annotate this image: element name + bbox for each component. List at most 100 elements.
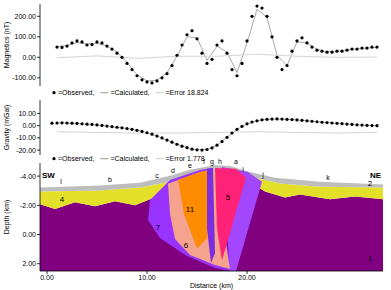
- y-tick: [37, 263, 40, 264]
- y-tick: [37, 205, 40, 206]
- data-point: [210, 146, 213, 149]
- data-point: [365, 46, 368, 49]
- data-point: [155, 134, 158, 137]
- y-tick-label: -10.00: [16, 134, 36, 141]
- station-letter: e: [188, 162, 192, 169]
- legend-label: =Calculated,: [110, 89, 149, 96]
- y-tick-label: 10.00: [18, 110, 36, 117]
- y-axis-label: Gravity (mGal): [3, 105, 11, 151]
- unit-label: 1: [368, 254, 373, 263]
- data-point: [280, 68, 283, 71]
- figure: -100.000.00100.00200.00Magnetics (nT)=Ob…: [0, 0, 391, 290]
- data-point: [225, 136, 228, 139]
- data-point: [260, 118, 263, 121]
- station-letter: h: [218, 158, 222, 165]
- data-point: [285, 118, 288, 121]
- data-point: [270, 35, 273, 38]
- data-point: [205, 148, 208, 151]
- data-point: [160, 136, 163, 139]
- data-point: [180, 145, 183, 148]
- data-point: [65, 44, 68, 47]
- legend-marker: [156, 158, 164, 159]
- data-point: [350, 48, 353, 51]
- legend-label: =Calculated,: [110, 155, 149, 162]
- data-point: [55, 45, 58, 48]
- station-letter: l: [60, 178, 62, 185]
- data-point: [280, 117, 283, 120]
- data-point: [245, 39, 248, 42]
- y-axis: [40, 100, 41, 155]
- y-tick-label: -100.00: [12, 74, 36, 81]
- data-point: [315, 120, 318, 123]
- y-axis-label: Magnetics (nT): [3, 22, 11, 69]
- data-point: [75, 39, 78, 42]
- data-point: [55, 121, 58, 124]
- y-tick-label: -2.00: [20, 202, 36, 209]
- y-tick: [37, 234, 40, 235]
- x-tick-label: 0.00: [40, 274, 54, 281]
- station-letter: g: [210, 158, 214, 166]
- data-point: [175, 143, 178, 146]
- data-point: [360, 46, 363, 49]
- legend-marker: [52, 91, 55, 94]
- data-point: [150, 81, 153, 84]
- data-point: [60, 46, 63, 49]
- data-point: [355, 123, 358, 126]
- data-point: [115, 126, 118, 129]
- data-point: [145, 80, 148, 83]
- data-point: [105, 44, 108, 47]
- body: [215, 168, 246, 260]
- data-point: [140, 130, 143, 133]
- x-axis-label: Distance (km): [190, 282, 233, 290]
- legend-label: =Observed,: [58, 89, 94, 96]
- data-point: [300, 36, 303, 39]
- y-tick: [37, 77, 40, 78]
- data-point: [185, 33, 188, 36]
- data-point: [200, 149, 203, 152]
- data-point: [355, 48, 358, 51]
- data-point: [305, 119, 308, 122]
- data-point: [225, 52, 228, 55]
- data-point: [125, 62, 128, 65]
- data-point: [95, 123, 98, 126]
- data-point: [220, 39, 223, 42]
- data-point: [305, 41, 308, 44]
- y-tick: [37, 176, 40, 177]
- data-point: [185, 146, 188, 149]
- data-point: [335, 50, 338, 53]
- data-point: [50, 122, 53, 125]
- data-point: [235, 74, 238, 77]
- data-point: [315, 49, 318, 52]
- data-point: [360, 123, 363, 126]
- station-letter: a: [234, 158, 238, 165]
- data-point: [295, 118, 298, 121]
- data-point: [310, 120, 313, 123]
- unit-label: 11: [186, 205, 195, 214]
- station-letter: k: [326, 174, 330, 181]
- legend-label: =Observed,: [58, 155, 94, 162]
- data-point: [210, 58, 213, 61]
- data-point: [255, 4, 258, 7]
- station-letter: f: [203, 158, 205, 165]
- data-point: [215, 43, 218, 46]
- data-point: [260, 7, 263, 10]
- data-point: [375, 45, 378, 48]
- data-point: [265, 118, 268, 121]
- data-point: [340, 122, 343, 125]
- data-point: [70, 41, 73, 44]
- data-point: [365, 124, 368, 127]
- data-point: [320, 121, 323, 124]
- body: [178, 170, 210, 249]
- data-point: [270, 117, 273, 120]
- data-point: [255, 119, 258, 122]
- data-point: [125, 127, 128, 130]
- y-tick: [37, 137, 40, 138]
- data-point: [325, 121, 328, 124]
- data-point: [290, 118, 293, 121]
- series-line: [57, 54, 377, 58]
- data-point: [150, 133, 153, 136]
- data-point: [295, 39, 298, 42]
- data-point: [190, 29, 193, 32]
- y-tick-label: 200.00: [15, 13, 37, 20]
- y-tick-label: 0.00: [22, 231, 36, 238]
